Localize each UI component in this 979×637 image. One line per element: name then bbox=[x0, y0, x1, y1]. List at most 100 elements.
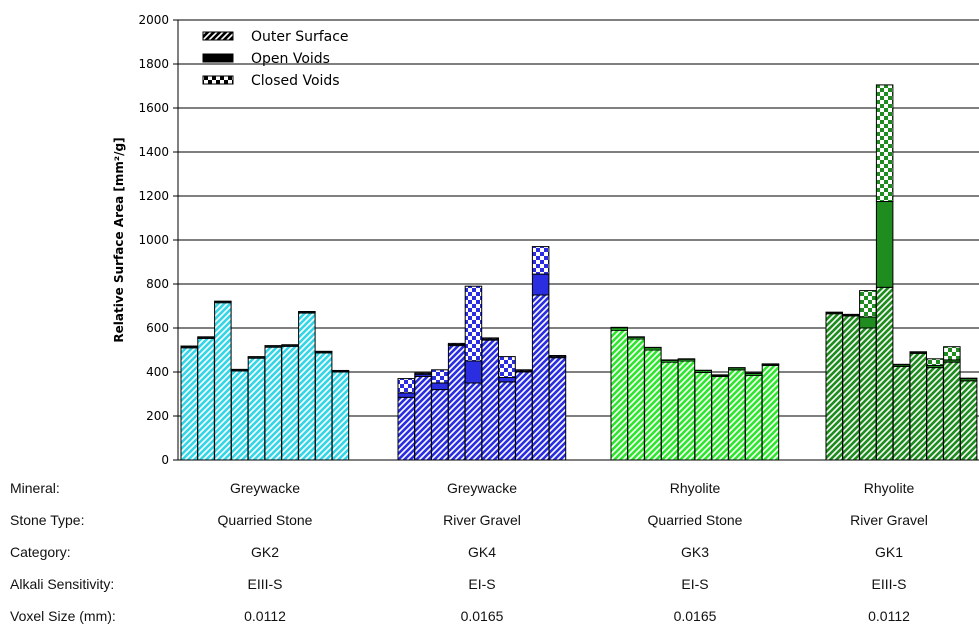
bar-outer-surface bbox=[431, 389, 449, 461]
bar-closed-voids bbox=[515, 369, 533, 372]
y-tick-label: 1400 bbox=[138, 145, 169, 159]
bar-outer-surface bbox=[264, 346, 282, 461]
row-value-voxel-size: 0.0112 bbox=[868, 608, 910, 624]
y-tick-label: 800 bbox=[146, 277, 169, 291]
bar-outer-surface bbox=[859, 327, 877, 461]
bar-outer-surface bbox=[875, 286, 894, 461]
bar-outer-surface bbox=[926, 367, 944, 461]
bar-outer-surface bbox=[627, 338, 645, 461]
bar-closed-voids bbox=[531, 246, 550, 275]
bar-closed-voids bbox=[548, 355, 567, 358]
bar-open-voids bbox=[531, 273, 550, 296]
row-value-alkali-sensitivity: EIII-S bbox=[871, 576, 907, 592]
row-label-category: Category: bbox=[10, 544, 71, 560]
bar-outer-surface bbox=[909, 352, 927, 461]
legend-label: Open Voids bbox=[251, 51, 330, 67]
legend-item: Outer Surface bbox=[202, 29, 349, 45]
bar-outer-surface bbox=[331, 371, 350, 461]
bar-outer-surface bbox=[610, 329, 628, 461]
bar-outer-surface bbox=[298, 312, 316, 461]
bar-outer-surface bbox=[447, 345, 466, 461]
bar-outer-surface bbox=[644, 349, 662, 461]
y-tick-label: 1800 bbox=[138, 57, 169, 71]
bar-closed-voids bbox=[180, 345, 198, 348]
bar-outer-surface bbox=[230, 370, 249, 461]
bar-outer-surface bbox=[548, 357, 567, 461]
bar-group-gk1 bbox=[825, 84, 978, 461]
row-label-voxel-size: Voxel Size (mm): bbox=[10, 608, 116, 624]
row-value-alkali-sensitivity: EI-S bbox=[681, 576, 709, 592]
y-tick-label: 600 bbox=[146, 321, 169, 335]
bar-closed-voids bbox=[875, 84, 894, 202]
bar-outer-surface bbox=[959, 380, 978, 461]
legend-label: Closed Voids bbox=[251, 73, 340, 89]
row-value-voxel-size: 0.0165 bbox=[460, 608, 504, 624]
bar-closed-voids bbox=[431, 369, 449, 384]
row-value-mineral: Rhyolite bbox=[669, 480, 721, 496]
bar-outer-surface bbox=[761, 364, 780, 461]
bar-closed-voids bbox=[859, 290, 877, 318]
row-value-stone-type: Quarried Stone bbox=[647, 512, 743, 528]
y-tick-label: 1000 bbox=[138, 233, 169, 247]
row-label-alkali-sensitivity: Alkali Sensitivity: bbox=[10, 576, 115, 592]
bar-outer-surface bbox=[711, 375, 729, 461]
legend-swatch bbox=[202, 53, 234, 63]
bar-open-voids bbox=[431, 382, 449, 391]
row-value-stone-type: River Gravel bbox=[443, 512, 521, 528]
legend-item: Open Voids bbox=[202, 51, 330, 67]
bar-outer-surface bbox=[728, 369, 746, 461]
legend-swatch bbox=[202, 75, 234, 85]
y-tick-label: 400 bbox=[146, 365, 169, 379]
y-axis-label: Relative Surface Area [mm²/g] bbox=[112, 137, 126, 342]
bar-outer-surface bbox=[247, 357, 266, 461]
bar-outer-surface bbox=[214, 302, 232, 461]
row-value-stone-type: Quarried Stone bbox=[217, 512, 313, 528]
row-value-category: GK4 bbox=[467, 544, 496, 560]
bar-open-voids bbox=[859, 316, 877, 329]
row-value-category: GK1 bbox=[874, 544, 903, 560]
bar-outer-surface bbox=[481, 339, 499, 461]
bar-outer-surface bbox=[197, 337, 215, 461]
y-tick-label: 1200 bbox=[138, 189, 169, 203]
row-value-alkali-sensitivity: EIII-S bbox=[247, 576, 283, 592]
bars-layer bbox=[180, 84, 978, 461]
legend-item: Closed Voids bbox=[202, 73, 340, 89]
row-value-mineral: Rhyolite bbox=[863, 480, 915, 496]
bar-closed-voids bbox=[414, 372, 432, 375]
bar-group-gk4 bbox=[397, 246, 567, 461]
bar-outer-surface bbox=[314, 352, 333, 461]
y-tick-label: 2000 bbox=[138, 13, 169, 27]
bar-outer-surface bbox=[825, 313, 843, 461]
bar-closed-voids bbox=[498, 356, 516, 379]
bar-open-voids bbox=[875, 201, 894, 288]
bar-group-gk3 bbox=[610, 326, 780, 461]
legend-swatch bbox=[202, 31, 234, 41]
bar-outer-surface bbox=[842, 315, 860, 461]
bar-outer-surface bbox=[397, 396, 415, 461]
bar-outer-surface bbox=[531, 294, 550, 461]
y-tick-label: 0 bbox=[161, 453, 169, 467]
bar-open-voids bbox=[464, 360, 483, 384]
bar-open-voids bbox=[498, 377, 516, 383]
row-value-mineral: Greywacke bbox=[446, 480, 518, 496]
bar-closed-voids bbox=[943, 346, 961, 361]
bar-closed-voids bbox=[447, 342, 466, 345]
bar-closed-voids bbox=[397, 378, 415, 394]
row-label-stone-type: Stone Type: bbox=[10, 512, 85, 528]
row-value-category: GK3 bbox=[680, 544, 709, 560]
bar-outer-surface bbox=[515, 371, 533, 461]
bar-outer-surface bbox=[281, 345, 299, 461]
y-tick-label: 1600 bbox=[138, 101, 169, 115]
bar-outer-surface bbox=[180, 347, 198, 461]
bar-closed-voids bbox=[926, 358, 944, 366]
bar-outer-surface bbox=[892, 366, 911, 461]
bar-outer-surface bbox=[677, 360, 696, 461]
legend: Outer Surface Open Voids Closed Voids bbox=[202, 29, 349, 89]
row-label-mineral: Mineral: bbox=[10, 480, 60, 496]
bar-outer-surface bbox=[414, 375, 432, 461]
bar-group-gk2 bbox=[180, 300, 350, 461]
bar-outer-surface bbox=[464, 382, 483, 461]
bar-outer-surface bbox=[660, 361, 679, 461]
row-value-alkali-sensitivity: EI-S bbox=[468, 576, 496, 592]
